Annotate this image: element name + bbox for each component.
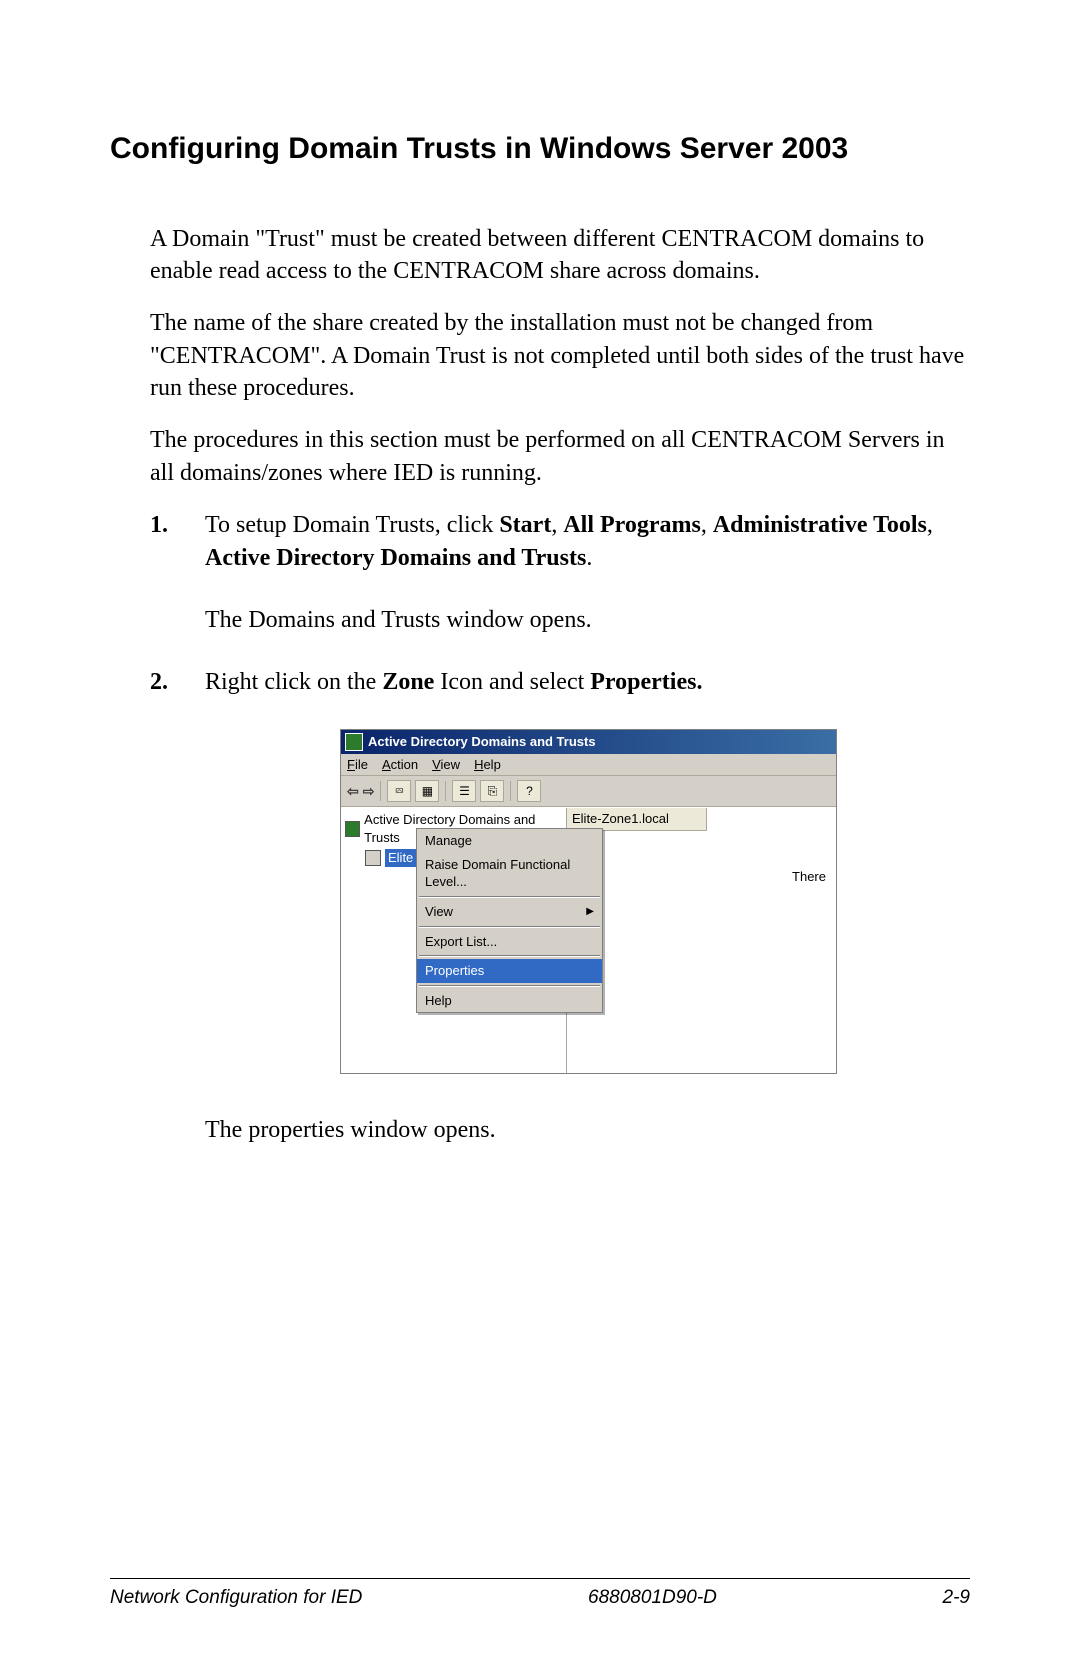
step-2: 2. Right click on the Zone Icon and sele… [150, 666, 970, 698]
step-1-addt: Active Directory Domains and Trusts [205, 545, 586, 571]
context-menu-export[interactable]: Export List... [417, 930, 602, 954]
toolbar: ⇦ ⇨ ⮹ ▦ ☰ ⎘ ? [341, 776, 836, 807]
export-button[interactable]: ⎘ [480, 780, 504, 802]
step-1-result: The Domains and Trusts window opens. [205, 604, 970, 636]
step-1-start: Start [499, 512, 551, 538]
step-2-text: Right click on the Zone Icon and select … [205, 666, 970, 698]
list-text: There [792, 868, 826, 886]
context-menu-view[interactable]: View▶ [417, 900, 602, 924]
window-title: Active Directory Domains and Trusts [368, 733, 596, 751]
context-menu: Manage Raise Domain Functional Level... … [416, 828, 603, 1013]
grid-button[interactable]: ▦ [415, 780, 439, 802]
step-1: 1. To setup Domain Trusts, click Start, … [150, 509, 970, 574]
context-menu-properties[interactable]: Properties [417, 959, 602, 983]
context-menu-manage[interactable]: Manage [417, 829, 602, 853]
tree-child-label: Elite [385, 849, 416, 867]
step-1-admintools: Administrative Tools [713, 512, 927, 538]
app-icon [345, 733, 363, 751]
footer-left: Network Configuration for IED [110, 1587, 362, 1609]
up-button[interactable]: ⮹ [387, 780, 411, 802]
screenshot-window: Active Directory Domains and Trusts FFil… [340, 729, 837, 1075]
step-2-result: The properties window opens. [205, 1114, 970, 1146]
forward-button[interactable]: ⇨ [363, 782, 375, 801]
step-2-properties: Properties. [590, 669, 702, 695]
titlebar: Active Directory Domains and Trusts [341, 730, 836, 754]
page-heading: Configuring Domain Trusts in Windows Ser… [110, 130, 860, 168]
step-1-number: 1. [150, 509, 205, 574]
step-1-allprograms: All Programs [563, 512, 701, 538]
step-2-number: 2. [150, 666, 205, 698]
page-footer: Network Configuration for IED 6880801D90… [110, 1578, 970, 1609]
paragraph-2: The name of the share created by the ins… [150, 307, 970, 404]
menubar: FFileile Action View Help [341, 754, 836, 777]
menu-help[interactable]: Help [474, 756, 501, 774]
paragraph-1: A Domain "Trust" must be created between… [150, 223, 970, 288]
step-1-pretext: To setup Domain Trusts, click [205, 512, 499, 538]
menu-view[interactable]: View [432, 756, 460, 774]
paragraph-3: The procedures in this section must be p… [150, 424, 970, 489]
menu-file[interactable]: FFileile [347, 756, 368, 774]
step-2-zone: Zone [382, 669, 434, 695]
tree-pane: Active Directory Domains and Trusts Elit… [341, 808, 567, 1073]
menu-action[interactable]: Action [382, 756, 418, 774]
footer-center: 6880801D90-D [588, 1587, 717, 1609]
help-button[interactable]: ? [517, 780, 541, 802]
back-button[interactable]: ⇦ [347, 782, 359, 801]
footer-right: 2-9 [943, 1587, 970, 1609]
context-menu-raise[interactable]: Raise Domain Functional Level... [417, 853, 602, 894]
context-menu-help[interactable]: Help [417, 989, 602, 1013]
properties-button[interactable]: ☰ [452, 780, 476, 802]
list-pane: Elite-Zone1.local There [567, 808, 836, 1073]
step-1-text: To setup Domain Trusts, click Start, All… [205, 509, 970, 574]
tree-root-icon [345, 821, 360, 837]
tree-child-icon [365, 850, 381, 866]
